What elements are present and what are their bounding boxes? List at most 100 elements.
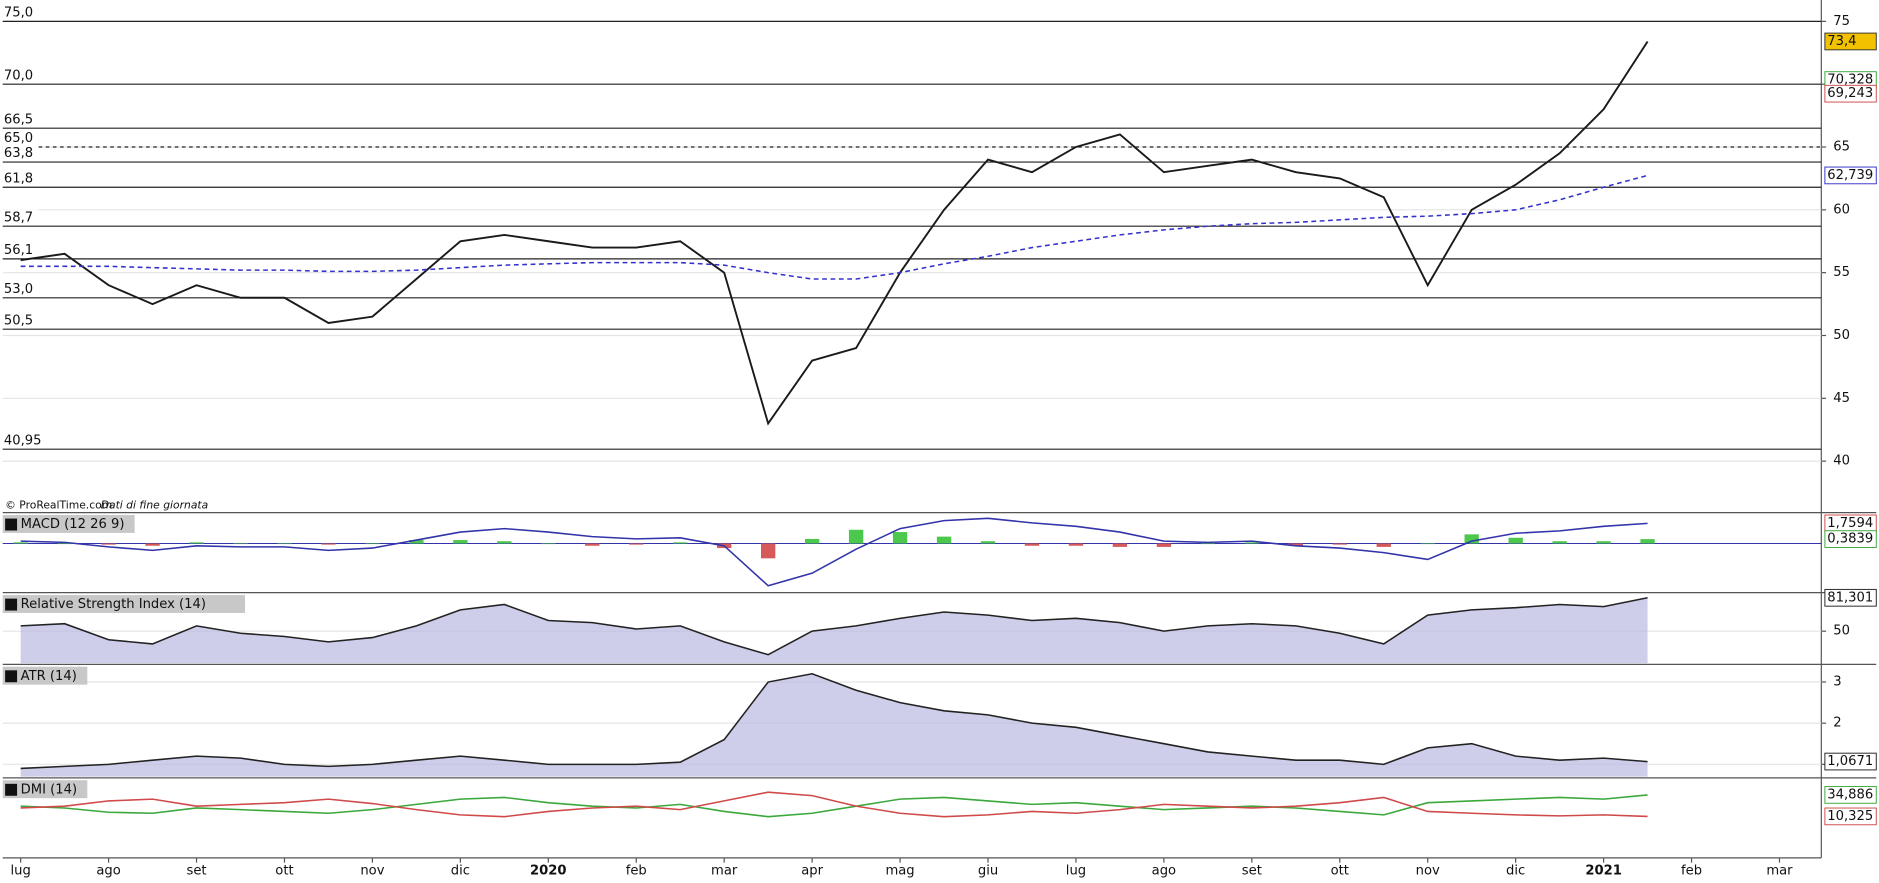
y-tick-label: 50 [1833,624,1850,639]
x-tick-label: mag [885,864,914,879]
histogram-bar [760,543,776,559]
level-label-bg [2,242,39,258]
level-label-bg [2,4,39,21]
x-tick-label: set [187,864,207,879]
x-tick-label: ott [275,864,293,879]
last-value-box [1824,752,1877,771]
histogram-bar [189,542,204,544]
level-label-bg [2,145,39,161]
histogram-bar [57,543,72,545]
panel-title: DMI (14) [21,782,77,797]
level-label: 70,0 [4,68,33,83]
last-value-label: 1,7594 [1827,516,1873,531]
last-value-box [1824,530,1877,548]
footnote-note: Dati di fine giornata [101,498,209,511]
histogram-bar [673,542,688,544]
histogram-bar [1376,543,1391,547]
x-tick-label: set [1242,864,1262,879]
last-value-box [1824,84,1877,103]
histogram-bar [145,543,160,546]
level-label-bg [2,130,39,146]
histogram-bar [1244,542,1260,544]
x-tick-label: ago [96,864,120,879]
panel-title-icon [5,518,18,531]
histogram-bar [1640,539,1655,544]
footnote: © ProRealTime.com [5,498,112,511]
histogram-bar [1288,543,1303,546]
histogram-bar [1420,543,1435,545]
last-value-box [1824,807,1877,826]
level-label-bg [2,67,39,83]
y-tick-label: 75 [1833,14,1850,29]
panel-title-bg [2,666,88,685]
level-label-bg [2,432,39,449]
last-value-label: 10,325 [1827,809,1873,824]
level-label-bg [2,281,39,297]
histogram-bar [1464,534,1479,544]
level-label: 65,0 [4,131,33,146]
last-value-box [1824,32,1877,51]
level-label: 56,1 [4,243,33,258]
last-value-label: 34,886 [1827,787,1873,802]
last-value-label: 62,739 [1827,168,1873,183]
histogram-bar [497,541,512,544]
series-line [20,672,1648,770]
histogram-bar [1112,543,1128,547]
x-tick-label: dic [1506,864,1525,879]
histogram-bar [980,541,996,544]
level-label: 66,5 [4,112,33,127]
level-label-bg [2,170,39,187]
x-tick-label: 2021 [1585,864,1622,879]
panel-title-bg [2,595,246,613]
series-line [20,174,1648,280]
histogram-bar [13,542,28,544]
histogram-bar [892,532,908,544]
x-tick-label: dic [451,864,470,879]
histogram-bar [629,543,644,545]
y-tick-label: 55 [1833,265,1850,280]
histogram-bar [409,540,424,544]
level-label: 63,8 [4,146,33,161]
panel-title-icon [5,783,18,796]
histogram-bar [277,543,292,545]
series-line [20,517,1648,587]
histogram-bar [321,543,336,545]
panel-title-bg [2,514,135,533]
x-tick-label: feb [1681,864,1702,879]
level-label: 40,95 [4,433,42,448]
histogram-bar [848,529,864,544]
level-label-bg [2,209,39,225]
last-value-label: 70,328 [1827,73,1873,88]
histogram-bar [1508,537,1523,544]
last-value-label: 1,0671 [1827,754,1873,769]
x-tick-label: ago [1152,864,1176,879]
x-tick-label: mar [711,864,738,879]
last-value-label: 0,3839 [1827,532,1873,547]
last-value-box [1824,588,1877,607]
x-tick-label: nov [1416,864,1440,879]
level-label: 61,8 [4,171,33,186]
panel-title: ATR (14) [21,669,77,684]
y-tick-label: 40 [1833,454,1850,469]
histogram-bar [233,543,248,545]
area-fill [20,597,1648,664]
x-tick-label: ott [1331,864,1349,879]
last-value-label: 73,4 [1827,34,1856,49]
last-value-label: 81,301 [1827,590,1873,605]
series-line [20,791,1648,818]
histogram-bar [453,540,468,544]
level-label: 53,0 [4,282,33,297]
histogram-bar [804,538,820,544]
y-tick-label: 3 [1833,674,1841,689]
level-label: 58,7 [4,210,33,225]
level-label-bg [2,312,39,329]
histogram-bar [1552,541,1567,544]
panel-title-icon [5,670,18,683]
histogram-bar [1332,543,1347,545]
panel-title: Relative Strength Index (14) [21,597,206,612]
x-tick-label: 2020 [530,864,567,879]
area-fill [20,673,1648,777]
histogram-bar [365,543,380,545]
